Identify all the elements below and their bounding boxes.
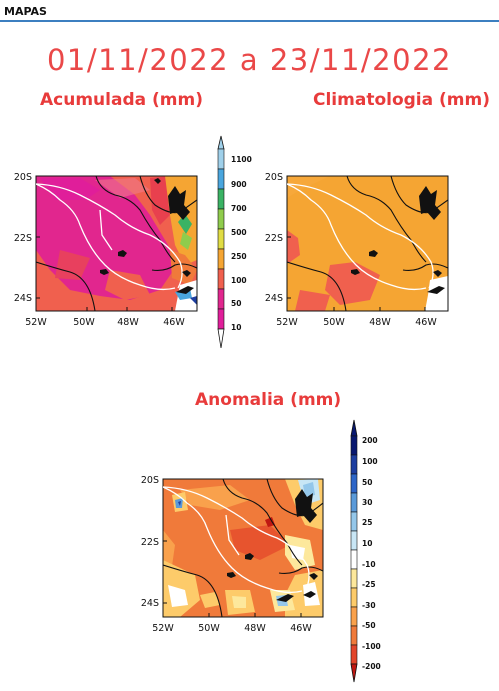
colorbar-acumulada: 1100 900 700 500 250 100 50 10: [217, 135, 252, 349]
anomalia-cb-label-6: 10: [362, 539, 372, 548]
acumulada-cb-label-7: 50: [231, 299, 241, 308]
acumulada-cb-label-8: 10: [231, 323, 241, 332]
anomalia-cb-label-4: 30: [362, 498, 372, 507]
header-title: MAPAS: [4, 5, 47, 18]
anomalia-cb-label-2: 100: [362, 457, 378, 466]
climatologia-x-tick-4: 46W: [415, 317, 437, 328]
acumulada-cb-label-3: 700: [231, 204, 247, 213]
header-rule: [0, 20, 499, 22]
climatologia-x-tick-3: 48W: [369, 317, 391, 328]
colorbar-anomalia: 200 100 50 30 25 10 -10 -25 -30 -50 -100…: [350, 419, 381, 683]
anomalia-cb-label-3: 50: [362, 478, 372, 487]
anomalia-cb-label-5: 25: [362, 518, 372, 527]
climatologia-title: Climatologia (mm): [313, 90, 490, 110]
header: MAPAS: [0, 0, 499, 22]
climatologia-y-tick-2: 22S: [265, 233, 283, 244]
anomalia-x-tick-3: 48W: [244, 623, 266, 634]
acumulada-y-tick-1: 20S: [14, 172, 32, 183]
acumulada-cb-label-5: 250: [231, 252, 247, 261]
acumulada-x-tick-3: 48W: [117, 317, 139, 328]
acumulada-cb-label-1: 1100: [231, 155, 252, 164]
anomalia-title: Anomalia (mm): [195, 390, 342, 410]
anomalia-cb-label-10: -50: [362, 621, 376, 630]
map-acumulada: 20S 22S 24S 52W 50W 48W 46W: [14, 172, 198, 328]
anomalia-cb-label-1: 200: [362, 436, 378, 445]
acumulada-x-tick-1: 52W: [25, 317, 47, 328]
anomalia-cb-label-12: -200: [362, 662, 381, 671]
period-title: 01/11/2022 a 23/11/2022: [46, 43, 452, 77]
acumulada-x-tick-2: 50W: [73, 317, 95, 328]
anomalia-cb-label-7: -10: [362, 560, 376, 569]
climatologia-x-tick-1: 52W: [276, 317, 298, 328]
acumulada-y-tick-2: 22S: [14, 233, 32, 244]
anomalia-y-tick-3: 24S: [141, 598, 159, 609]
map-anomalia: 20S 22S 24S 52W 50W 48W 46W: [141, 475, 324, 634]
acumulada-cb-label-2: 900: [231, 180, 247, 189]
anomalia-x-tick-4: 46W: [290, 623, 312, 634]
anomalia-y-tick-1: 20S: [141, 475, 159, 486]
anomalia-cb-label-11: -100: [362, 642, 381, 651]
climatologia-x-tick-2: 50W: [323, 317, 345, 328]
anomalia-cb-label-8: -25: [362, 580, 376, 589]
anomalia-y-tick-2: 22S: [141, 537, 159, 548]
climatologia-y-tick-1: 20S: [265, 172, 283, 183]
acumulada-title: Acumulada (mm): [40, 90, 203, 110]
anomalia-x-tick-1: 52W: [152, 623, 174, 634]
climatologia-y-tick-3: 24S: [265, 293, 283, 304]
acumulada-y-tick-3: 24S: [14, 293, 32, 304]
acumulada-cb-label-4: 500: [231, 228, 247, 237]
anomalia-x-tick-2: 50W: [198, 623, 220, 634]
acumulada-x-tick-4: 46W: [163, 317, 185, 328]
acumulada-cb-label-6: 100: [231, 276, 247, 285]
anomalia-cb-label-9: -30: [362, 601, 376, 610]
map-climatologia: 20S 22S 24S 52W 50W 48W 46W: [265, 172, 449, 328]
